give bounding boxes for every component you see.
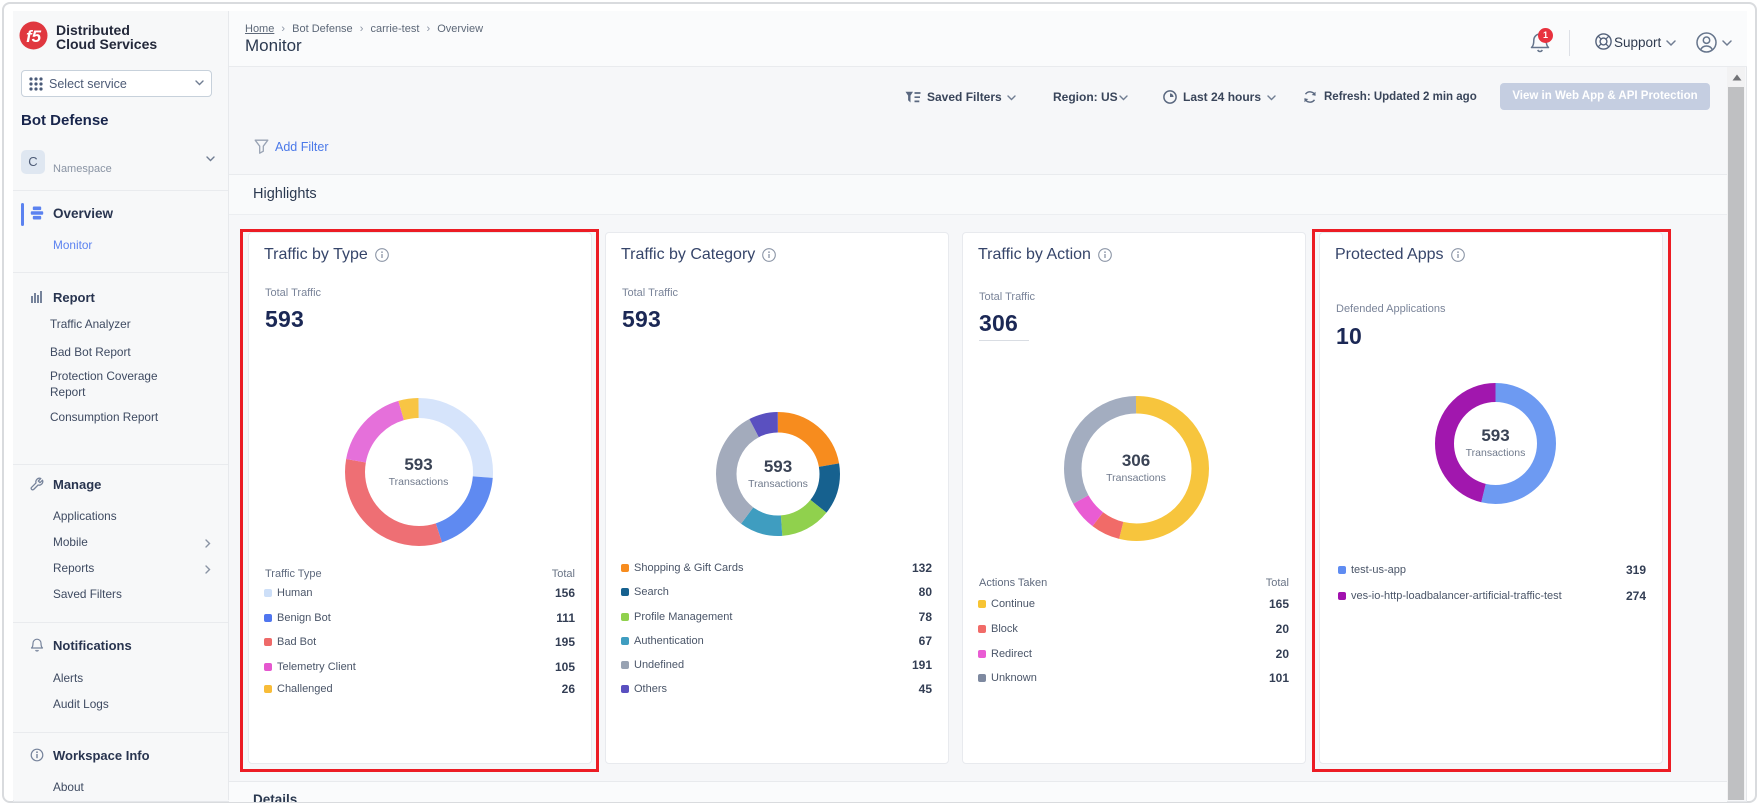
svg-text:f5: f5 [26, 27, 42, 46]
